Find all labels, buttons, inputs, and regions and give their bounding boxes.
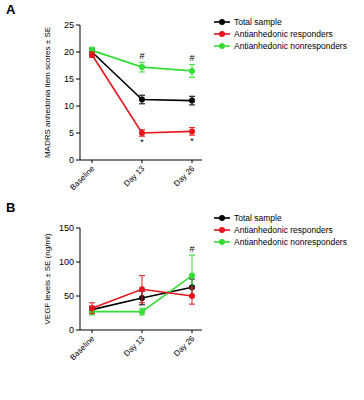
annotation: # [189,53,194,63]
y-tick-label: 5 [69,128,74,138]
x-tick-label: Day 26 [172,334,197,359]
series-line [92,50,192,71]
y-axis-label: VEGF levels ± SE (ng/ml) [43,233,52,324]
y-tick [76,25,80,26]
y-tick-label: 0 [69,155,74,165]
error-bar [139,62,145,72]
y-tick-label: 0 [69,325,74,335]
y-axis [80,25,81,160]
plot-area [89,255,195,315]
x-tick-label: Day 26 [172,164,197,189]
x-tick [142,160,143,163]
y-tick-label: 10 [64,101,74,111]
legend-label: Total sample [234,213,282,223]
y-tick [76,133,80,134]
x-tick [142,330,143,333]
series-line [92,276,192,312]
x-tick [92,160,93,163]
marker [139,64,145,70]
error-bar [89,52,95,57]
y-axis-label: MADRS anhedonia item scores ± SE [43,27,52,158]
legend-label: Total sample [234,17,282,27]
legend-item: Antianhedonic nonresponders [214,41,347,51]
x-axis [80,330,202,331]
y-tick-label: 20 [64,47,74,57]
annotation: * [190,136,194,146]
marker [189,68,195,74]
panel-label: B [6,200,15,215]
legend-label: Antianhedonic responders [234,29,333,39]
error-bar [139,95,145,104]
legend-label: Antianhedonic nonresponders [234,41,347,51]
y-tick-label: 15 [64,74,74,84]
error-bar [139,276,145,303]
legend-label: Antianhedonic responders [234,225,333,235]
panel: B 0 50 100 150 Baseline Day 13 Day 26 VEGF level… [6,200,347,362]
x-tick-label: Baseline [68,164,96,192]
x-tick-label: Day 13 [122,334,147,359]
marker [89,52,95,58]
y-tick-label: 50 [64,291,74,301]
marker [139,309,145,315]
legend-item: Total sample [214,17,282,27]
x-tick-label: Baseline [68,334,96,362]
marker [189,98,195,104]
y-tick-label: 100 [59,257,74,267]
y-tick [76,228,80,229]
annotation: # [189,244,194,254]
marker [189,293,195,299]
y-tick [76,106,80,107]
annotation: # [139,51,144,61]
error-bar [89,303,95,314]
y-tick-label: 150 [59,223,74,233]
x-tick-label: Day 13 [122,164,147,189]
legend-item: Total sample [214,213,282,223]
legend-item: Antianhedonic nonresponders [214,237,347,247]
plot-area [89,47,195,136]
error-bar [189,96,195,105]
legend-label: Antianhedonic nonresponders [234,237,347,247]
error-bar [139,308,145,315]
x-axis [80,160,202,161]
y-tick-label: 25 [64,20,74,30]
x-tick [92,330,93,333]
marker [139,286,145,292]
x-tick [192,160,193,163]
annotation: * [140,137,144,147]
y-tick [76,79,80,80]
marker [189,273,195,279]
x-tick [192,330,193,333]
legend-item: Antianhedonic responders [214,225,333,235]
marker [139,130,145,136]
y-tick [76,52,80,53]
panel-label: A [6,2,16,17]
legend-item: Antianhedonic responders [214,29,333,39]
y-tick [76,160,80,161]
y-tick [76,296,80,297]
y-axis [80,228,81,330]
error-bar [189,128,195,136]
panel: A 0 5 10 15 20 25 Baseline Day 13 Day 26 MADRS anh… [6,2,347,192]
series-line [92,55,192,133]
error-bar [139,130,145,136]
series-line [92,52,192,101]
marker [89,305,95,311]
y-tick [76,262,80,263]
error-bar [189,64,195,77]
marker [139,97,145,103]
marker [189,128,195,134]
y-tick [76,330,80,331]
error-bar [189,288,195,304]
figure: A 0 5 10 15 20 25 Baseline Day 13 Day 26 MADRS anh… [0,0,364,400]
